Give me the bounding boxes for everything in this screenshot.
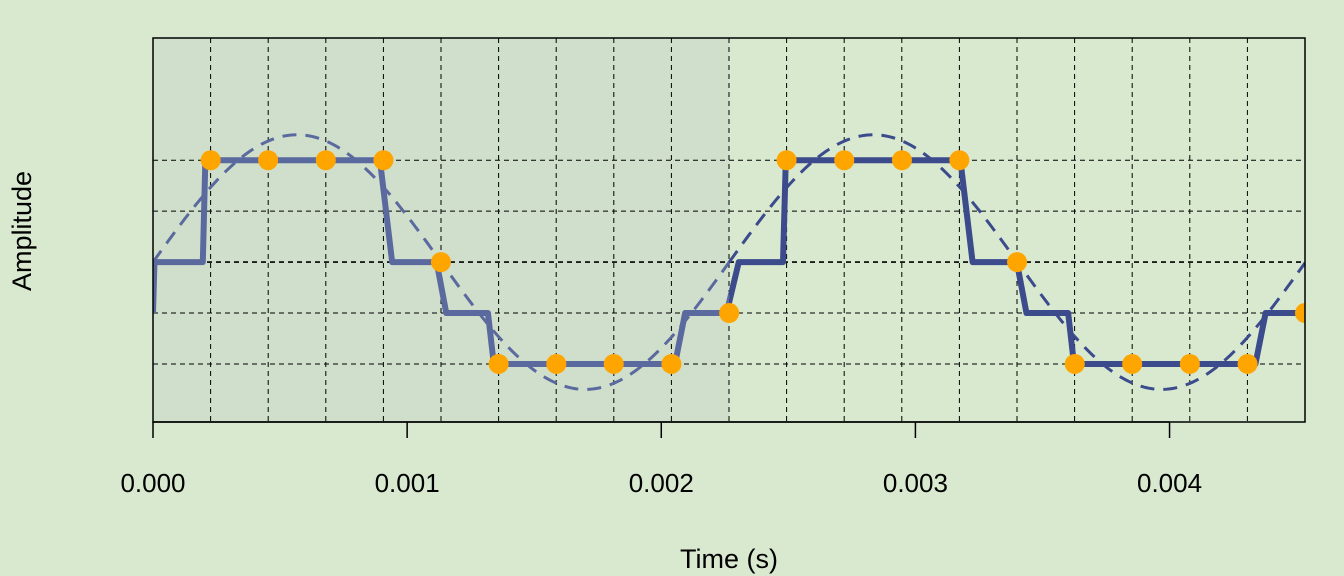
sample-point xyxy=(603,353,624,374)
sample-point xyxy=(488,353,509,374)
sample-point xyxy=(719,303,740,324)
sample-point xyxy=(1122,353,1143,374)
y-axis-label: Amplitude xyxy=(7,171,37,291)
sample-point xyxy=(373,150,394,171)
sample-point xyxy=(200,150,221,171)
sample-point xyxy=(776,150,797,171)
sample-point xyxy=(1295,303,1305,324)
sample-point xyxy=(258,150,279,171)
sample-point xyxy=(1007,252,1028,273)
sample-point xyxy=(315,150,336,171)
sample-point xyxy=(661,353,682,374)
sample-point xyxy=(546,353,567,374)
sample-point xyxy=(949,150,970,171)
x-tick-label: 0.000 xyxy=(120,468,185,498)
x-tick-label: 0.001 xyxy=(375,468,440,498)
quantized-signal xyxy=(729,157,1305,367)
x-tick-label: 0.004 xyxy=(1137,468,1202,498)
sample-point xyxy=(430,252,451,273)
sample-point xyxy=(1064,353,1085,374)
sample-point xyxy=(834,150,855,171)
x-tick-label: 0.003 xyxy=(883,468,948,498)
x-tick-label: 0.002 xyxy=(629,468,694,498)
sample-point xyxy=(1237,353,1258,374)
x-axis-label: Time (s) xyxy=(680,544,778,574)
sample-point xyxy=(891,150,912,171)
sample-point xyxy=(1179,353,1200,374)
